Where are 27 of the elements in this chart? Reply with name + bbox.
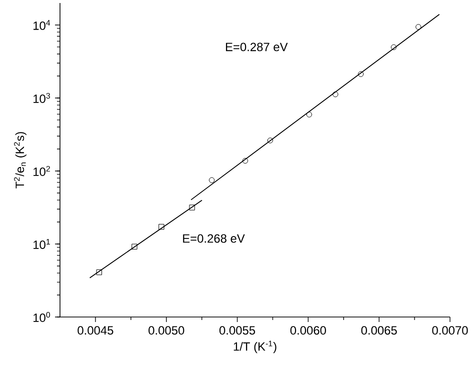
y-tick-label: 10$^{4}$ <box>34 20 50 30</box>
point <box>208 177 215 183</box>
point <box>96 269 102 276</box>
y-tick-label: 10$^{1}$ <box>34 239 50 249</box>
y-tick-label: 10$^{0}$ <box>34 312 50 322</box>
x-tick-label: 0.0070 <box>432 326 468 335</box>
point <box>416 24 422 30</box>
y-tick-label: 10$^{2}$ <box>34 166 50 176</box>
y-tick-label: 10$^{3}$ <box>34 92 50 103</box>
point <box>306 112 312 118</box>
x-tick-label: 0.0065 <box>361 326 397 335</box>
point <box>267 138 274 144</box>
point <box>332 91 338 98</box>
point <box>158 224 164 230</box>
point <box>132 244 138 250</box>
annotation: E=0.268 eV <box>183 234 245 243</box>
point <box>242 158 248 164</box>
x-axis-title: 1/T (K$^{-1}$) <box>234 340 276 354</box>
point <box>358 71 364 77</box>
point <box>390 44 397 50</box>
x-tick-label: 0.0060 <box>290 326 326 335</box>
annotation: E=0.287 eV <box>226 42 288 52</box>
y-axis-title: T$^{2}$/e$_{n}$ (K$^{2}$s) <box>14 132 26 188</box>
x-tick-label: 0.0045 <box>78 326 114 335</box>
x-tick-label: 0.0050 <box>148 326 184 335</box>
point <box>189 204 195 210</box>
x-tick-label: 0.0055 <box>219 326 256 335</box>
